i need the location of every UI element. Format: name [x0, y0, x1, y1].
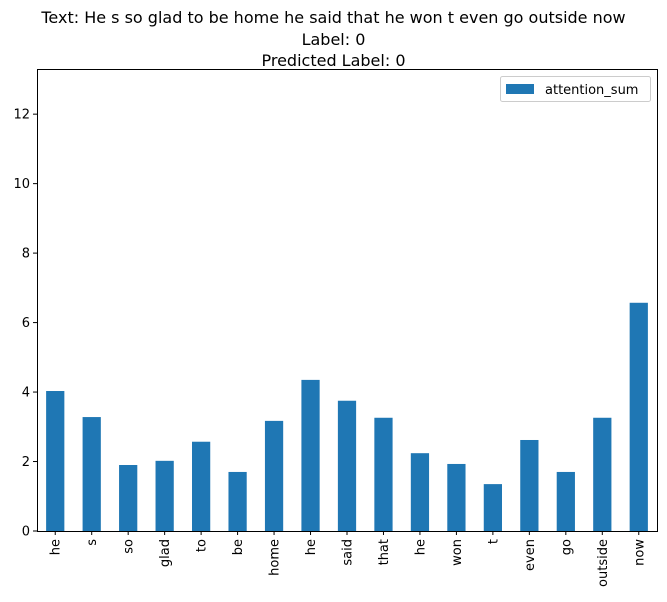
legend-swatch: [506, 84, 534, 94]
chart-title-label: Label: 0: [301, 30, 366, 49]
y-tick-label-5: 10: [13, 177, 30, 192]
bar-6: [264, 420, 284, 531]
x-tick-label-9: that: [377, 539, 392, 565]
legend-label: attention_sum: [545, 83, 638, 98]
x-tick-label-4: to: [195, 539, 210, 552]
bar-10: [410, 453, 430, 531]
bar-2: [119, 465, 138, 531]
x-tick-label-16: now: [632, 539, 647, 566]
x-tick-label-6: home: [268, 539, 283, 576]
y-tick-label-1: 2: [22, 455, 30, 470]
x-tick-label-11: won: [450, 539, 465, 566]
x-tick-label-13: even: [523, 539, 538, 571]
x-tick-label-8: said: [341, 539, 356, 566]
bar-13: [520, 439, 539, 531]
y-axis: 0 2 4 6 8 10 12: [13, 108, 37, 540]
x-tick-label-12: t: [486, 539, 501, 544]
y-tick-label-4: 8: [22, 247, 30, 262]
bar-11: [447, 463, 466, 531]
bar-0: [46, 391, 65, 531]
x-tick-label-15: outside: [596, 539, 611, 587]
x-tick-label-3: glad: [158, 539, 173, 567]
bar-9: [374, 417, 393, 531]
x-tick-label-2: so: [122, 539, 137, 554]
bar-8: [337, 400, 357, 531]
bar-12: [483, 484, 502, 531]
bar-14: [556, 471, 575, 531]
chart-title-text: Text: He s so glad to be home he said th…: [41, 8, 626, 27]
x-tick-label-10: he: [413, 539, 428, 555]
bar-16: [629, 302, 648, 531]
bar-15: [593, 417, 612, 531]
bar-5: [228, 471, 247, 531]
legend: attention_sum: [500, 76, 651, 102]
y-tick-label-3: 6: [22, 316, 30, 331]
x-tick-label-14: go: [559, 539, 574, 555]
y-tick-label-0: 0: [22, 525, 30, 540]
y-tick-label-6: 12: [13, 108, 30, 123]
bars-group: [46, 302, 648, 531]
bar-3: [155, 460, 174, 531]
x-tick-label-5: be: [231, 539, 246, 555]
x-tick-label-7: he: [304, 539, 319, 555]
bar-7: [301, 379, 320, 531]
legend-box: [500, 76, 651, 102]
bar-4: [192, 441, 211, 531]
plot-frame: [37, 69, 658, 532]
x-tick-label-0: he: [49, 539, 64, 555]
bar-1: [82, 417, 101, 531]
x-axis: he s so glad to be home he said that he won t even go o…: [49, 531, 647, 587]
x-tick-label-1: s: [85, 539, 100, 546]
y-tick-label-2: 4: [22, 386, 30, 401]
chart-title-predicted: Predicted Label: 0: [261, 51, 406, 70]
